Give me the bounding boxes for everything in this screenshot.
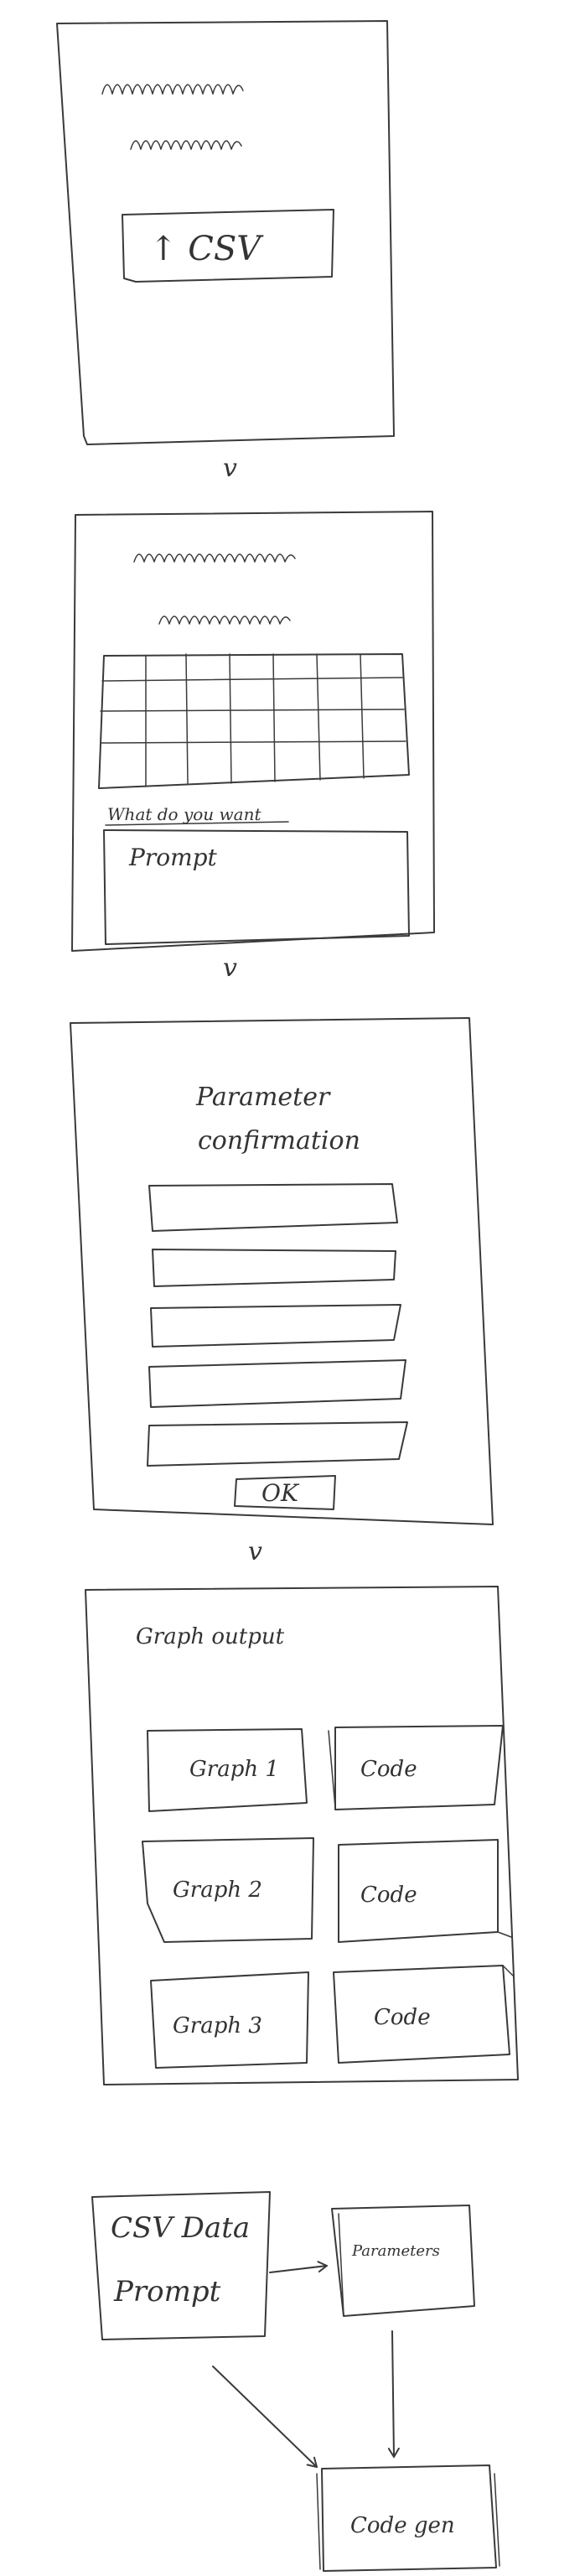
preview-screen-frame	[71, 511, 435, 952]
parameter-field-3[interactable]	[150, 1304, 401, 1348]
flow-input-line2: Prompt	[113, 2275, 221, 2309]
upload-screen-frame	[56, 20, 395, 445]
upload-screen: ↑ CSV	[56, 20, 395, 445]
flow-input-line1: CSV Data	[111, 2211, 250, 2245]
params-title-line1: Parameter	[195, 1083, 331, 1112]
csv-data-table	[98, 653, 410, 789]
ok-button[interactable]: OK	[234, 1475, 336, 1510]
flow-separator-3: v	[248, 1537, 262, 1566]
code-panel-2: Code	[338, 1839, 512, 1943]
parameter-field-4[interactable]	[148, 1359, 406, 1408]
arrow-input-to-params	[269, 2261, 328, 2273]
squiggle-subtitle	[158, 615, 291, 625]
params-screen: Parameter confirmation OK	[70, 1017, 494, 1525]
graph-label-3: Graph 3	[173, 2013, 262, 2038]
prompt-input[interactable]: Prompt	[103, 829, 410, 945]
parameter-field-1[interactable]	[148, 1183, 398, 1232]
code-label-3: Code	[374, 2005, 431, 2030]
preview-screen: What do you want Prompt	[71, 511, 435, 952]
prompt-question-label: What do you want	[107, 804, 261, 824]
params-title-line2: confirmation	[198, 1126, 360, 1156]
graph-panel-1: Graph 1	[147, 1728, 308, 1812]
code-panel-1: Code	[328, 1725, 504, 1810]
params-screen-frame	[70, 1017, 494, 1525]
prompt-question-underline	[105, 821, 289, 826]
parameter-field-2[interactable]	[152, 1249, 396, 1287]
output-screen-frame	[85, 1586, 519, 2085]
code-panel-3: Code	[333, 1965, 514, 2064]
flow-node-input: CSV Data Prompt	[91, 2191, 271, 2340]
output-screen: Graph output Graph 1 Code Graph 2 Code G…	[85, 1586, 519, 2085]
code-label-2: Code	[360, 1883, 417, 1908]
code-label-1: Code	[360, 1757, 417, 1782]
graph-panel-2: Graph 2	[142, 1837, 314, 1943]
arrow-params-to-codegen	[387, 2330, 400, 2458]
graph-label-1: Graph 1	[189, 1757, 279, 1782]
squiggle-title	[133, 553, 296, 563]
prompt-placeholder: Prompt	[128, 844, 218, 871]
flow-codegen-label: Code gen	[350, 2513, 455, 2538]
flow-diagram: CSV Data Prompt Parameters Code gen	[91, 2191, 500, 2572]
squiggle-subtitle	[130, 140, 242, 150]
graph-label-2: Graph 2	[173, 1877, 262, 1903]
ok-button-label: OK	[261, 1479, 300, 1507]
flow-params-label: Parameters	[351, 2242, 440, 2260]
flow-node-params: Parameters	[331, 2205, 475, 2317]
flow-node-codegen: Code gen	[316, 2464, 500, 2572]
csv-upload-button[interactable]: ↑ CSV	[122, 209, 334, 283]
flow-separator-2: v	[223, 953, 237, 983]
csv-upload-label: ↑ CSV	[149, 230, 264, 268]
output-title: Graph output	[136, 1624, 285, 1649]
graph-panel-3: Graph 3	[150, 1971, 309, 2069]
squiggle-title	[101, 84, 244, 95]
flow-separator-1: v	[223, 454, 237, 483]
arrow-input-to-codegen	[212, 2366, 318, 2468]
parameter-field-5[interactable]	[147, 1421, 408, 1467]
